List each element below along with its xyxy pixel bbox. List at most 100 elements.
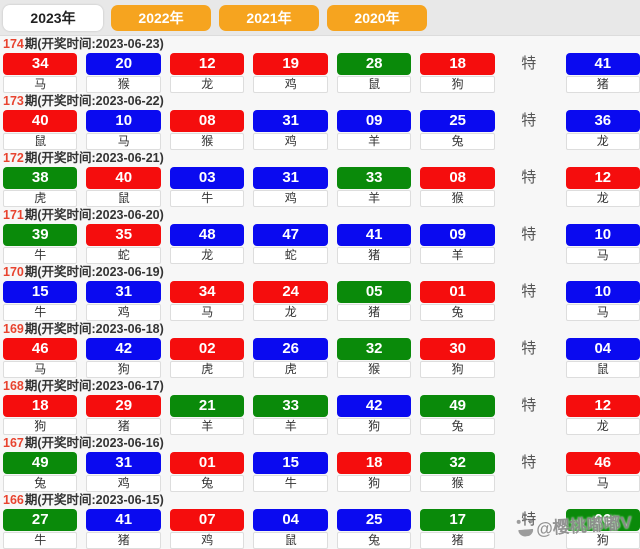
zodiac-label: 羊 [336, 133, 412, 150]
special-zodiac: 龙 [565, 190, 640, 207]
result-row: 172期(开奖时间:2023-06-21) 38 虎 40 鼠 03 牛 31 鸡 33 羊 08 猴特… [3, 152, 640, 207]
number-ball: 10 [86, 110, 161, 132]
number-cell: 18 狗 [420, 53, 495, 93]
zodiac-label: 鼠 [86, 190, 161, 207]
special-marker: 特 [521, 454, 537, 471]
number-ball: 33 [336, 167, 412, 189]
number-ball: 08 [169, 110, 245, 132]
number-ball: 18 [420, 53, 495, 75]
result-row: 170期(开奖时间:2023-06-19) 15 牛 31 鸡 34 马 24 龙 05 猪 01 兔特… [3, 266, 640, 321]
special-cell: 06 狗 [565, 509, 640, 549]
number-cell: 31 鸡 [86, 281, 161, 321]
zodiac-label: 鸡 [86, 304, 161, 321]
number-cell: 41 猪 [336, 224, 412, 264]
tab-2022年[interactable]: 2022年 [111, 5, 211, 31]
number-ball: 39 [3, 224, 78, 246]
special-zodiac: 龙 [565, 133, 640, 150]
row-cells: 34 马 20 猴 12 龙 19 鸡 28 鼠 18 狗特 41 猪 [3, 53, 640, 93]
zodiac-label: 猪 [420, 532, 495, 549]
number-cell: 33 羊 [253, 395, 328, 435]
number-cell: 42 狗 [336, 395, 412, 435]
number-ball: 31 [253, 167, 328, 189]
number-cell: 01 兔 [420, 281, 495, 321]
year-tabs: 2023年 2022年 2021年 2020年 [0, 0, 640, 36]
row-header: 174期(开奖时间:2023-06-23) [3, 38, 640, 51]
tab-2021年[interactable]: 2021年 [219, 5, 319, 31]
number-cell: 31 鸡 [86, 452, 161, 492]
zodiac-label: 蛇 [86, 247, 161, 264]
row-header: 172期(开奖时间:2023-06-21) [3, 152, 640, 165]
special-cell: 10 马 [565, 224, 640, 264]
number-ball: 24 [253, 281, 328, 303]
zodiac-label: 兔 [420, 133, 495, 150]
number-cell: 46 马 [3, 338, 78, 378]
number-cell: 33 羊 [336, 167, 412, 207]
zodiac-label: 猴 [420, 190, 495, 207]
zodiac-label: 虎 [169, 361, 245, 378]
number-cell: 29 猪 [86, 395, 161, 435]
row-cells: 40 鼠 10 马 08 猴 31 鸡 09 羊 25 兔特 36 龙 [3, 110, 640, 150]
zodiac-label: 羊 [420, 247, 495, 264]
number-cell: 25 兔 [420, 110, 495, 150]
special-marker: 特 [521, 511, 537, 528]
number-cell: 05 猪 [336, 281, 412, 321]
number-cell: 18 狗 [3, 395, 78, 435]
number-ball: 05 [336, 281, 412, 303]
number-ball: 01 [420, 281, 495, 303]
zodiac-label: 牛 [253, 475, 328, 492]
number-cell: 28 鼠 [336, 53, 412, 93]
number-cell: 03 牛 [169, 167, 245, 207]
special-marker: 特 [521, 226, 537, 243]
zodiac-label: 马 [3, 76, 78, 93]
result-row: 167期(开奖时间:2023-06-16) 49 兔 31 鸡 01 兔 15 牛 18 狗 32 猴特… [3, 437, 640, 492]
number-ball: 20 [86, 53, 161, 75]
special-zodiac: 龙 [565, 418, 640, 435]
number-ball: 12 [169, 53, 245, 75]
result-row: 171期(开奖时间:2023-06-20) 39 牛 35 蛇 48 龙 47 蛇 41 猪 09 羊特… [3, 209, 640, 264]
result-row: 173期(开奖时间:2023-06-22) 40 鼠 10 马 08 猴 31 鸡 09 羊 25 兔特… [3, 95, 640, 150]
draw-info: 期(开奖时间:2023-06-19) [24, 265, 164, 279]
number-ball: 31 [86, 281, 161, 303]
special-ball: 12 [565, 395, 640, 417]
zodiac-label: 狗 [420, 361, 495, 378]
row-cells: 46 马 42 狗 02 虎 26 虎 32 猴 30 狗特 04 鼠 [3, 338, 640, 378]
number-cell: 26 虎 [253, 338, 328, 378]
number-cell: 42 狗 [86, 338, 161, 378]
number-ball: 42 [336, 395, 412, 417]
special-ball: 10 [565, 281, 640, 303]
special-marker: 特 [521, 112, 537, 129]
number-ball: 21 [169, 395, 245, 417]
number-ball: 18 [3, 395, 78, 417]
tab-2020年[interactable]: 2020年 [327, 5, 427, 31]
number-cell: 47 蛇 [253, 224, 328, 264]
result-row: 169期(开奖时间:2023-06-18) 46 马 42 狗 02 虎 26 虎 32 猴 30 狗特… [3, 323, 640, 378]
number-ball: 09 [336, 110, 412, 132]
number-ball: 01 [169, 452, 245, 474]
number-cell: 08 猴 [169, 110, 245, 150]
special-zodiac: 鼠 [565, 361, 640, 378]
zodiac-label: 狗 [86, 361, 161, 378]
zodiac-label: 鸡 [169, 532, 245, 549]
row-header: 167期(开奖时间:2023-06-16) [3, 437, 640, 450]
special-ball: 46 [565, 452, 640, 474]
draw-info: 期(开奖时间:2023-06-23) [24, 37, 164, 51]
number-ball: 04 [253, 509, 328, 531]
number-cell: 18 狗 [336, 452, 412, 492]
row-cells: 49 兔 31 鸡 01 兔 15 牛 18 狗 32 猴特 46 马 [3, 452, 640, 492]
zodiac-label: 羊 [169, 418, 245, 435]
number-cell: 39 牛 [3, 224, 78, 264]
special-marker: 特 [521, 169, 537, 186]
zodiac-label: 羊 [336, 190, 412, 207]
number-cell: 17 猪 [420, 509, 495, 549]
number-ball: 19 [253, 53, 328, 75]
tab-2023年[interactable]: 2023年 [3, 5, 103, 31]
special-marker: 特 [521, 283, 537, 300]
number-ball: 15 [253, 452, 328, 474]
number-cell: 09 羊 [336, 110, 412, 150]
draw-info: 期(开奖时间:2023-06-20) [24, 208, 164, 222]
row-header: 168期(开奖时间:2023-06-17) [3, 380, 640, 393]
period-number: 171 [3, 208, 24, 222]
number-ball: 28 [336, 53, 412, 75]
row-header: 169期(开奖时间:2023-06-18) [3, 323, 640, 336]
draw-info: 期(开奖时间:2023-06-22) [24, 94, 164, 108]
